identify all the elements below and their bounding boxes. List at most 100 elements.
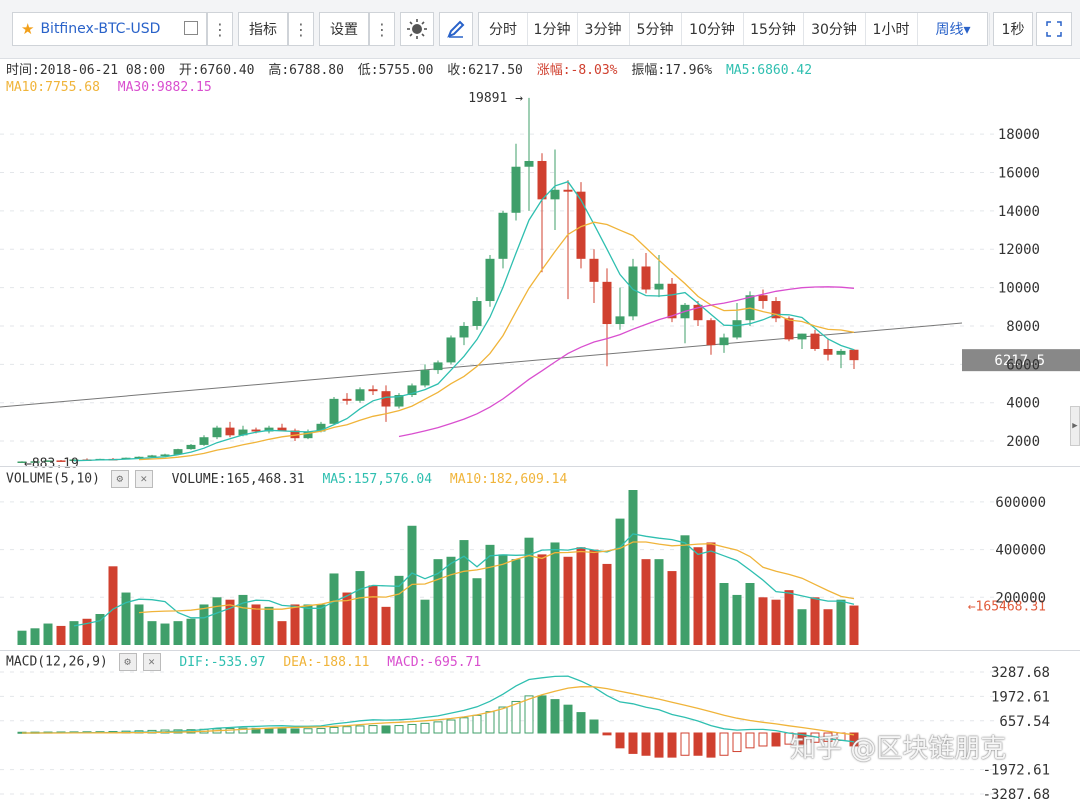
volume-bar (629, 490, 638, 645)
macd-histogram-bar (486, 712, 494, 733)
macd-gear-icon[interactable]: ⚙ (119, 653, 137, 671)
volume-bar (577, 547, 586, 645)
symbol-more-icon[interactable]: ⋮ (207, 12, 233, 46)
volume-bar (421, 600, 430, 645)
candle-body (694, 305, 703, 320)
candle-body (681, 305, 690, 318)
watermark: 知乎 @区块链朋克 (790, 728, 1006, 765)
macd-histogram-bar (96, 732, 104, 733)
candle-body (122, 458, 131, 460)
info-change: 涨幅:-8.03% (537, 63, 618, 78)
candle-body (837, 351, 846, 355)
macd-histogram-bar (291, 729, 299, 733)
candle-body (278, 428, 287, 431)
macd-histogram-bar (343, 727, 351, 733)
candle-body (525, 161, 534, 167)
volume-bar (616, 519, 625, 645)
macd-dif-line (22, 676, 854, 742)
macd-histogram-bar (642, 733, 650, 755)
star-icon[interactable]: ★ (21, 20, 34, 38)
theme-toggle-button[interactable] (400, 12, 434, 46)
info-low: 低:5755.00 (358, 63, 434, 78)
macd-histogram-bar (499, 707, 507, 733)
volume-bar (681, 535, 690, 645)
macd-histogram-bar (694, 733, 702, 755)
macd-histogram-bar (408, 724, 416, 733)
draw-tool-button[interactable] (439, 12, 473, 46)
macd-histogram-bar (434, 722, 442, 733)
macd-close-icon[interactable]: ✕ (143, 653, 161, 671)
volume-gear-icon[interactable]: ⚙ (111, 470, 129, 488)
side-panel-toggle[interactable]: ▶ (1070, 406, 1080, 446)
candle-body (824, 349, 833, 355)
volume-bar (304, 604, 313, 645)
price-tick-label: 6000 (1006, 357, 1040, 373)
macd-histogram-bar (278, 729, 286, 733)
volume-tick-label: 600000 (995, 495, 1046, 511)
volume-bar (837, 600, 846, 645)
volume-pane-header: VOLUME(5,10) ⚙ ✕ VOLUME:165,468.31 MA5:15… (6, 470, 567, 488)
candle-body (785, 318, 794, 339)
settings-button[interactable]: 设置 (319, 12, 369, 46)
macd-histogram-bar (421, 723, 429, 733)
interval-1s-label: 1秒 (1002, 19, 1025, 39)
macd-histogram-bar (772, 733, 780, 746)
macd-tick-label: 1972.61 (991, 689, 1050, 705)
ma10-line (139, 222, 854, 459)
price-tick-label: 18000 (998, 127, 1040, 143)
macd-histogram-bar (603, 733, 611, 735)
macd-histogram-bar (447, 720, 455, 733)
candle-body (759, 295, 768, 301)
volume-close-icon[interactable]: ✕ (135, 470, 153, 488)
settings-more-icon[interactable]: ⋮ (369, 12, 395, 46)
macd-pane-header: MACD(12,26,9) ⚙ ✕ DIF:-535.97 DEA:-188.11… (6, 653, 481, 671)
volume-bar (278, 621, 287, 645)
candle-body (603, 282, 612, 324)
period-tab-1[interactable]: 1分钟 (527, 13, 578, 45)
period-tab-3[interactable]: 5分钟 (629, 13, 682, 45)
info-close: 收:6217.50 (447, 63, 523, 78)
candle-body (551, 190, 560, 200)
candle-body (213, 428, 222, 438)
candle-body (421, 370, 430, 385)
candle-body (590, 259, 599, 282)
candle-body (746, 295, 755, 320)
macd-dif: DIF:-535.97 (179, 655, 265, 670)
candle-body (447, 337, 456, 362)
fullscreen-icon (1045, 20, 1063, 38)
period-tab-4[interactable]: 10分钟 (681, 13, 744, 45)
macd-dea-line (22, 687, 854, 735)
macd-histogram-bar (629, 733, 637, 753)
macd-histogram-bar (174, 730, 182, 733)
indicators-more-icon[interactable]: ⋮ (288, 12, 314, 46)
period-tab-8[interactable]: 周线▾ (917, 13, 990, 45)
indicators-button[interactable]: 指标 (238, 12, 288, 46)
symbol-label: Bitfinex-BTC-USD (40, 21, 160, 37)
period-tab-7[interactable]: 1小时 (865, 13, 918, 45)
macd-histogram-bar (720, 733, 728, 755)
period-tab-6[interactable]: 30分钟 (803, 13, 866, 45)
candle-body (239, 430, 248, 436)
volume-bar (473, 578, 482, 645)
volume-value: VOLUME:165,468.31 (172, 472, 305, 487)
symbol-selector[interactable]: ★ Bitfinex-BTC-USD (12, 12, 207, 46)
price-tick-label: 16000 (998, 165, 1040, 181)
volume-bar (460, 540, 469, 645)
volume-bar (291, 604, 300, 645)
macd-histogram-bar (187, 730, 195, 733)
volume-bar (330, 573, 339, 645)
fullscreen-button[interactable] (1036, 12, 1072, 46)
candle-body (512, 167, 521, 213)
popout-icon[interactable] (184, 21, 198, 35)
info-high: 高:6788.80 (268, 63, 344, 78)
volume-bar (317, 604, 326, 645)
candle-body (655, 284, 664, 290)
macd-histogram-bar (122, 731, 130, 733)
period-tab-5[interactable]: 15分钟 (743, 13, 804, 45)
period-tab-0[interactable]: 分时 (479, 13, 528, 45)
macd-histogram-bar (148, 730, 156, 733)
period-tab-2[interactable]: 3分钟 (577, 13, 630, 45)
candle-body (720, 337, 729, 345)
interval-1s-button[interactable]: 1秒 (993, 12, 1033, 46)
macd-histogram-bar (356, 726, 364, 733)
